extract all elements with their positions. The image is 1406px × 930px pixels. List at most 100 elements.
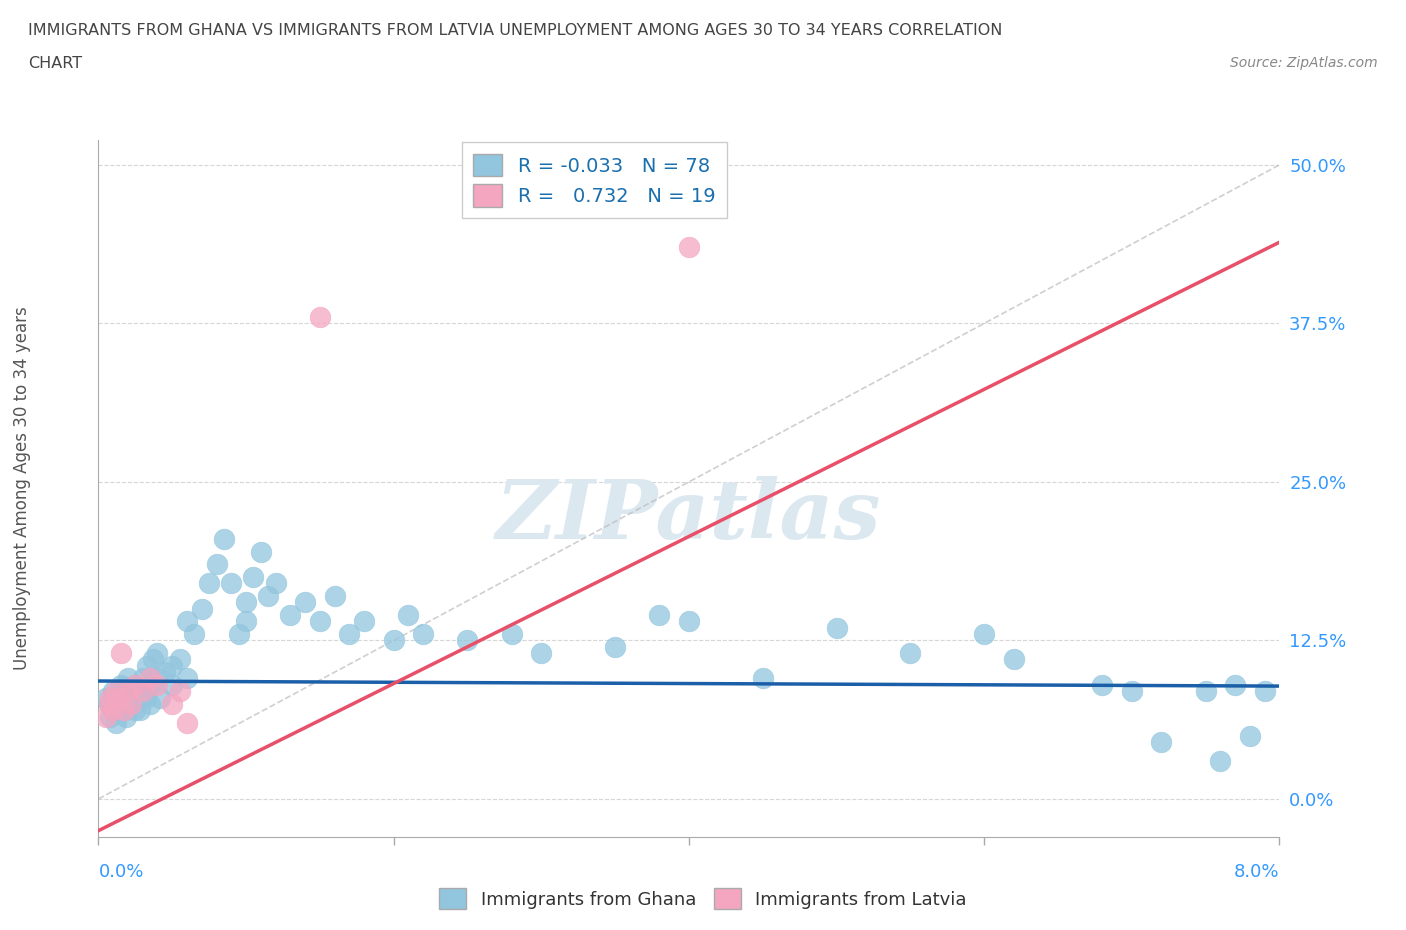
- Point: [108, 690, 131, 705]
- Point: [136, 658, 159, 673]
- Legend: R = -0.033   N = 78, R =   0.732   N = 19: R = -0.033 N = 78, R = 0.732 N = 19: [461, 142, 727, 219]
- Point: [973, 627, 995, 642]
- Point: [412, 627, 434, 642]
- Point: [127, 684, 149, 698]
- Point: [110, 677, 132, 692]
- Point: [105, 684, 128, 698]
- Point: [139, 677, 162, 692]
- Point: [1194, 684, 1216, 698]
- Point: [94, 709, 117, 724]
- Point: [117, 684, 139, 698]
- Point: [825, 620, 848, 635]
- Point: [103, 703, 125, 718]
- Text: Unemployment Among Ages 30 to 34 years: Unemployment Among Ages 30 to 34 years: [13, 306, 31, 671]
- Text: 8.0%: 8.0%: [1234, 863, 1279, 881]
- Point: [176, 614, 198, 629]
- Point: [1239, 728, 1261, 743]
- Point: [501, 627, 523, 642]
- Point: [678, 240, 700, 255]
- Point: [128, 703, 150, 718]
- Point: [1002, 652, 1025, 667]
- Point: [142, 652, 165, 667]
- Point: [605, 639, 627, 654]
- Point: [176, 671, 198, 686]
- Point: [132, 684, 155, 698]
- Point: [205, 557, 228, 572]
- Point: [146, 671, 169, 686]
- Point: [183, 627, 205, 642]
- Point: [250, 544, 273, 559]
- Point: [678, 614, 700, 629]
- Point: [353, 614, 375, 629]
- Point: [1091, 677, 1114, 692]
- Point: [308, 310, 332, 325]
- Point: [105, 715, 128, 730]
- Point: [162, 677, 183, 692]
- Point: [110, 645, 132, 660]
- Point: [235, 595, 257, 610]
- Point: [132, 671, 155, 686]
- Point: [98, 709, 121, 724]
- Point: [530, 645, 553, 660]
- Text: ZIPatlas: ZIPatlas: [496, 476, 882, 556]
- Point: [98, 690, 121, 705]
- Point: [1223, 677, 1246, 692]
- Point: [124, 677, 146, 692]
- Point: [278, 607, 301, 622]
- Point: [242, 569, 264, 584]
- Point: [139, 697, 162, 711]
- Point: [135, 690, 157, 705]
- Point: [124, 703, 146, 718]
- Point: [382, 633, 405, 648]
- Point: [115, 709, 138, 724]
- Point: [120, 697, 142, 711]
- Point: [139, 671, 162, 686]
- Point: [456, 633, 478, 648]
- Point: [228, 627, 250, 642]
- Point: [198, 576, 221, 591]
- Text: Source: ZipAtlas.com: Source: ZipAtlas.com: [1230, 56, 1378, 70]
- Point: [176, 715, 198, 730]
- Legend: Immigrants from Ghana, Immigrants from Latvia: Immigrants from Ghana, Immigrants from L…: [432, 881, 974, 916]
- Point: [898, 645, 921, 660]
- Point: [219, 576, 242, 591]
- Text: 0.0%: 0.0%: [98, 863, 143, 881]
- Point: [110, 703, 132, 718]
- Point: [146, 645, 169, 660]
- Point: [124, 677, 146, 692]
- Point: [323, 589, 346, 604]
- Point: [132, 690, 155, 705]
- Text: IMMIGRANTS FROM GHANA VS IMMIGRANTS FROM LATVIA UNEMPLOYMENT AMONG AGES 30 TO 34: IMMIGRANTS FROM GHANA VS IMMIGRANTS FROM…: [28, 23, 1002, 38]
- Point: [308, 614, 332, 629]
- Point: [294, 595, 316, 610]
- Point: [117, 690, 139, 705]
- Point: [162, 697, 183, 711]
- Point: [117, 671, 139, 686]
- Point: [337, 627, 360, 642]
- Point: [648, 607, 671, 622]
- Point: [97, 697, 120, 711]
- Point: [257, 589, 280, 604]
- Point: [153, 665, 176, 680]
- Point: [149, 690, 172, 705]
- Point: [751, 671, 773, 686]
- Point: [103, 703, 125, 718]
- Point: [162, 658, 183, 673]
- Point: [396, 607, 419, 622]
- Point: [235, 614, 257, 629]
- Point: [1150, 735, 1173, 750]
- Point: [169, 652, 191, 667]
- Point: [97, 697, 120, 711]
- Point: [112, 703, 135, 718]
- Text: CHART: CHART: [28, 56, 82, 71]
- Point: [120, 697, 142, 711]
- Point: [112, 684, 135, 698]
- Point: [264, 576, 287, 591]
- Point: [190, 602, 214, 617]
- Point: [1254, 684, 1277, 698]
- Point: [107, 697, 129, 711]
- Point: [169, 684, 191, 698]
- Point: [1209, 753, 1232, 768]
- Point: [94, 690, 117, 705]
- Point: [103, 684, 125, 698]
